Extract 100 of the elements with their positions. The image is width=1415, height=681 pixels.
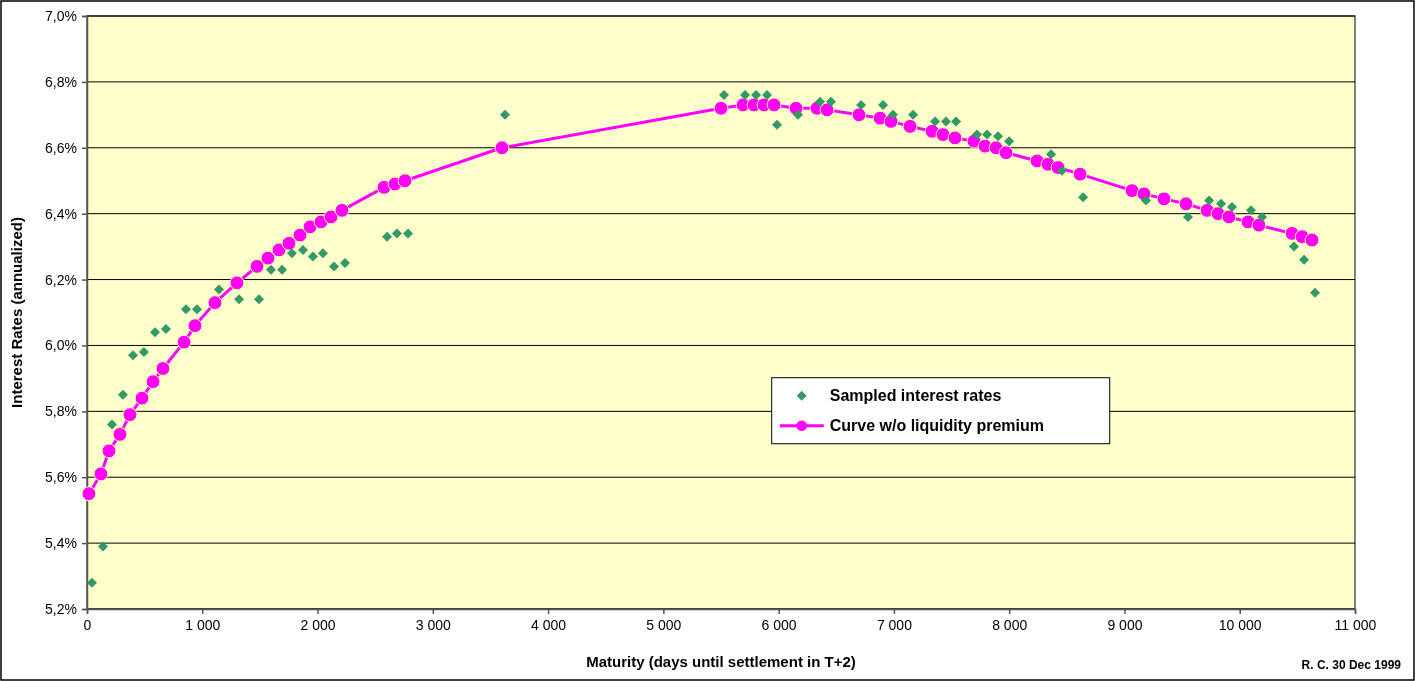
- point: [825, 96, 836, 107]
- y-tick-label: 6,0%: [45, 337, 77, 354]
- point: [145, 374, 161, 390]
- point: [972, 129, 983, 140]
- point: [930, 116, 941, 127]
- point: [878, 99, 889, 110]
- point: [93, 466, 109, 482]
- point: [253, 294, 264, 305]
- point: [1156, 191, 1172, 207]
- x-tick-label: 0: [83, 616, 92, 633]
- point: [382, 231, 393, 242]
- point: [1078, 192, 1089, 203]
- x-tick-label: 1 000: [185, 616, 221, 633]
- point: [234, 294, 245, 305]
- point: [499, 109, 510, 120]
- x-tick-label: 10 000: [1218, 616, 1262, 633]
- point: [260, 250, 276, 266]
- point: [298, 244, 309, 255]
- point: [1304, 232, 1320, 248]
- point: [112, 427, 128, 442]
- point: [982, 129, 993, 140]
- point: [719, 90, 729, 101]
- point: [494, 140, 510, 156]
- point: [713, 100, 729, 116]
- point: [993, 131, 1003, 142]
- x-tick-label: 9 000: [1107, 616, 1143, 633]
- point: [1216, 198, 1227, 209]
- point: [403, 228, 414, 239]
- point: [951, 116, 962, 127]
- point: [122, 407, 138, 423]
- x-tick-label: 2 000: [300, 616, 336, 633]
- point: [793, 109, 803, 120]
- point: [181, 304, 192, 315]
- point: [323, 209, 339, 225]
- point: [138, 347, 149, 358]
- x-tick-label: 6 000: [761, 616, 797, 633]
- point: [281, 235, 297, 251]
- point: [176, 334, 192, 350]
- x-tick-label: 5 000: [646, 616, 682, 633]
- point: [908, 109, 919, 120]
- point: [1251, 217, 1267, 233]
- point: [213, 284, 224, 295]
- point: [1124, 183, 1140, 198]
- point: [1178, 196, 1194, 212]
- point: [249, 258, 265, 274]
- text: R. C. 30 Dec 1999: [1301, 658, 1402, 672]
- point: [134, 390, 150, 406]
- point: [160, 323, 171, 334]
- point: [339, 258, 350, 269]
- point: [329, 261, 340, 272]
- point: [155, 361, 171, 376]
- point: [107, 419, 118, 430]
- point: [127, 350, 138, 361]
- point: [265, 264, 276, 275]
- point: [81, 486, 97, 502]
- point: [1182, 211, 1193, 222]
- point: [150, 327, 161, 338]
- point: [86, 577, 97, 588]
- point: [1227, 202, 1237, 213]
- point: [998, 145, 1014, 161]
- point: [286, 248, 297, 259]
- point: [947, 130, 963, 146]
- point: [391, 228, 402, 239]
- point: [815, 96, 826, 107]
- y-tick-label: 7,0%: [45, 7, 77, 24]
- point: [935, 127, 951, 142]
- point: [1004, 136, 1015, 147]
- y-tick-label: 5,4%: [45, 535, 77, 552]
- point: [819, 102, 835, 118]
- x-tick-label: 7 000: [876, 616, 913, 633]
- point: [1310, 287, 1320, 298]
- y-tick-label: 5,2%: [45, 600, 77, 617]
- y-tick-label: 5,6%: [45, 469, 77, 486]
- x-tick-label: 11 000: [1334, 616, 1377, 633]
- point: [941, 116, 952, 127]
- legend-label: Curve w/o liquidity premium: [829, 416, 1044, 434]
- point: [761, 90, 772, 101]
- point: [207, 295, 223, 311]
- y-tick-label: 6,6%: [45, 139, 77, 156]
- x-tick-label: 4 000: [531, 616, 567, 633]
- point: [1046, 149, 1057, 160]
- point: [766, 97, 782, 113]
- point: [187, 318, 203, 334]
- point: [117, 389, 128, 400]
- x-tick-label: 8 000: [992, 616, 1028, 633]
- point: [887, 109, 898, 120]
- x-tick-label: 3 000: [415, 616, 452, 633]
- y-tick-label: 6,4%: [45, 205, 77, 222]
- point: [307, 251, 318, 262]
- y-axis-title: Interest Rates (annualized): [8, 217, 25, 408]
- point: [1299, 254, 1310, 265]
- point: [1221, 209, 1237, 225]
- point: [1246, 205, 1257, 216]
- point: [302, 219, 318, 235]
- x-axis-title: Maturity (days until settlement in T+2): [586, 653, 856, 670]
- y-tick-label: 5,8%: [45, 403, 77, 420]
- point: [1257, 211, 1268, 222]
- legend-label: Sampled interest rates: [829, 386, 1002, 404]
- point: [317, 248, 328, 259]
- point: [292, 227, 308, 243]
